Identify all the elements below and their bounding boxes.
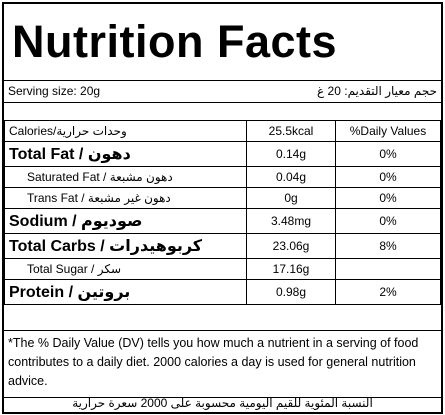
cell: 0.14g: [246, 141, 336, 167]
nutrient-row: Total Fat / دهون 0.14g 0%: [4, 141, 441, 167]
cell: 0%: [335, 141, 441, 167]
cell: 17.16g: [246, 258, 336, 280]
cell: Total Fat / دهون: [4, 141, 247, 167]
cell: Trans Fat / دهون غير مشبعة: [4, 187, 247, 209]
cell: 8%: [335, 233, 441, 259]
cell: Protein / بروتين: [4, 279, 247, 305]
cell: 3.48mg: [246, 208, 336, 234]
cell: Total Carbs / كربوهيدرات: [4, 233, 247, 259]
cell: Sodium / صوديوم: [4, 208, 247, 234]
cell: 0%: [335, 187, 441, 209]
title: Nutrition Facts: [12, 16, 338, 67]
cell: 2%: [335, 279, 441, 305]
footnote: *The % Daily Value (DV) tells you how mu…: [4, 330, 441, 398]
nutrient-table: Calories/وحدات حرارية 25.5kcal %Daily Va…: [4, 120, 441, 305]
cell: 0.04g: [246, 166, 336, 188]
serving-size: Serving size: 20g: [8, 84, 101, 98]
cell: 0%: [335, 166, 441, 188]
serving-row: Serving size: 20g حجم معيار التقديم: 20 …: [4, 80, 441, 103]
footnote-ar: النسبة المئوية للقيم اليومية محسوبة على …: [72, 396, 373, 410]
cell: 0.98g: [246, 279, 336, 305]
cell: Total Sugar / سكر: [4, 258, 247, 280]
nutrient-row: Total Carbs / كربوهيدرات 23.06g 8%: [4, 233, 441, 259]
header-row: Calories/وحدات حرارية 25.5kcal %Daily Va…: [4, 120, 441, 142]
nutrient-row: Sodium / صوديوم 3.48mg 0%: [4, 208, 441, 234]
serving-size-ar: حجم معيار التقديم: 20 غ: [317, 84, 437, 98]
nutrient-row: Trans Fat / دهون غير مشبعة 0g 0%: [4, 187, 441, 209]
cell: 0%: [335, 208, 441, 234]
nutrient-row: Protein / بروتين 0.98g 2%: [4, 279, 441, 305]
nutrient-row: Total Sugar / سكر 17.16g: [4, 258, 441, 280]
cell: [335, 258, 441, 280]
cell: %Daily Values: [335, 120, 441, 142]
cell: Calories/وحدات حرارية: [4, 120, 247, 142]
nutrient-row: Saturated Fat / دهون مشبعة 0.04g 0%: [4, 166, 441, 188]
cell: 25.5kcal: [246, 120, 336, 142]
cell: Saturated Fat / دهون مشبعة: [4, 166, 247, 188]
cell: 0g: [246, 187, 336, 209]
cell: 23.06g: [246, 233, 336, 259]
